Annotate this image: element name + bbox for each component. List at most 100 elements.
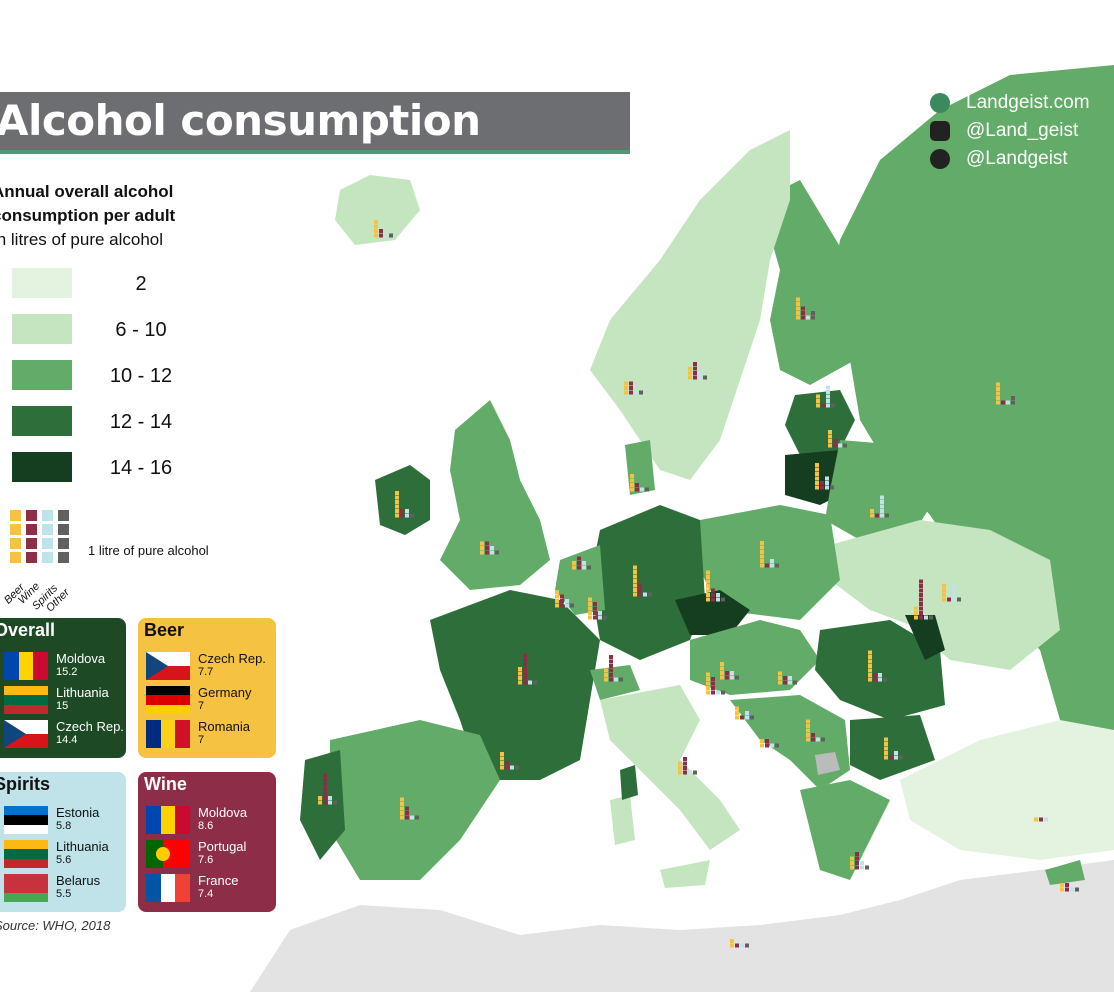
country-glyph-square — [843, 443, 847, 448]
country-glyph-square — [577, 565, 581, 570]
legend-label-3: 10 - 12 — [109, 365, 173, 387]
country-glyph-square — [711, 690, 715, 695]
country-glyph-square — [633, 588, 637, 592]
country-glyph-square — [924, 615, 928, 620]
country-glyph-square — [778, 671, 782, 676]
website-line[interactable]: Landgeist.com — [930, 92, 1090, 114]
country-glyph-square — [639, 390, 643, 395]
country-glyph-square — [996, 382, 1000, 387]
country-glyph-square — [730, 675, 734, 680]
cyprus-region — [1045, 860, 1085, 885]
country-glyph-square — [711, 593, 715, 597]
country-glyph-square — [703, 375, 707, 380]
country-glyph-square — [868, 673, 872, 677]
country-glyph-square — [593, 615, 597, 620]
spirits-box-row: Lithuania 5.6 — [4, 839, 134, 872]
country-glyph-square — [765, 743, 769, 748]
country-glyph-square — [523, 676, 527, 680]
country-glyph-square — [485, 550, 489, 555]
country-glyph-square — [505, 765, 509, 770]
lithuania-flag-icon — [4, 840, 48, 868]
country-glyph-square — [833, 443, 837, 448]
country-glyph-square — [683, 766, 687, 770]
country-glyph-square — [630, 474, 634, 478]
country-glyph-square — [609, 677, 613, 682]
country-glyph-square — [485, 541, 489, 546]
wine-box-country: France — [198, 873, 239, 888]
country-glyph-square — [640, 487, 644, 492]
country-glyph-square — [815, 476, 819, 481]
country-glyph-square — [735, 711, 739, 715]
country-glyph-square — [1070, 887, 1074, 892]
country-glyph-square — [826, 403, 830, 408]
country-glyph-square — [796, 302, 800, 306]
country-glyph-square — [588, 597, 592, 602]
country-glyph-square — [947, 597, 951, 602]
country-glyph-square — [806, 733, 810, 737]
country-glyph-square — [914, 615, 918, 620]
country-glyph-square — [730, 671, 734, 675]
country-glyph-square — [942, 597, 946, 602]
country-glyph-square — [593, 602, 597, 606]
country-glyph-square — [831, 403, 835, 408]
country-glyph-square — [374, 229, 378, 233]
legend-glyph-square — [10, 524, 21, 535]
overall-box-title: Overall — [0, 620, 56, 640]
country-glyph-square — [850, 865, 854, 870]
twitter-line[interactable]: @Landgeist — [930, 148, 1068, 170]
country-glyph-square — [323, 787, 327, 791]
legend-swatch-1 — [12, 268, 72, 298]
country-glyph-square — [870, 513, 874, 518]
country-bar-glyphs — [318, 220, 1079, 948]
czechia-region — [675, 590, 750, 635]
country-glyph-square — [868, 655, 872, 659]
country-glyph-square — [775, 563, 779, 568]
spirits-box-country: Estonia — [56, 805, 100, 820]
country-glyph-square — [942, 588, 946, 593]
country-glyph-square — [815, 472, 819, 476]
country-glyph-square — [830, 485, 834, 490]
country-glyph-square — [730, 943, 734, 948]
country-glyph-square — [395, 500, 399, 504]
legend-label-1: 2 — [135, 273, 147, 295]
country-glyph-square — [880, 500, 884, 504]
country-glyph-square — [523, 658, 527, 662]
country-glyph-square — [706, 579, 710, 584]
country-glyph-square — [706, 593, 710, 597]
country-glyph-square — [400, 815, 404, 820]
country-glyph-square — [598, 615, 602, 620]
country-glyph-square — [609, 673, 613, 677]
country-glyph-square — [760, 739, 764, 743]
country-glyph-square — [630, 487, 634, 492]
beer-box-value: 7 — [198, 734, 205, 746]
country-glyph-square — [572, 561, 576, 565]
instagram-line[interactable]: @Land_geist — [930, 120, 1078, 142]
country-glyph-square — [533, 680, 537, 685]
country-glyph-square — [884, 737, 888, 742]
country-glyph-square — [323, 800, 327, 805]
country-glyph-square — [633, 565, 637, 570]
country-glyph-square — [1060, 883, 1064, 887]
country-glyph-square — [633, 574, 637, 579]
country-glyph-square — [374, 220, 378, 224]
country-glyph-square — [820, 481, 824, 485]
country-glyph-square — [678, 770, 682, 775]
legend-glyph-square — [26, 552, 37, 563]
country-glyph-square — [770, 743, 774, 748]
instagram-handle: @Land_geist — [966, 120, 1079, 141]
country-glyph-square — [868, 668, 872, 673]
country-glyph-square — [778, 680, 782, 685]
country-glyph-square — [760, 563, 764, 568]
beer-box-row: Czech Rep. 7.7 — [146, 651, 276, 684]
country-glyph-square — [619, 677, 623, 682]
country-glyph-square — [588, 615, 592, 620]
country-glyph-square — [555, 599, 559, 603]
country-glyph-square — [400, 513, 404, 518]
country-glyph-square — [698, 371, 702, 375]
country-glyph-square — [868, 650, 872, 655]
country-glyph-square — [688, 770, 692, 775]
country-glyph-square — [816, 403, 820, 408]
country-glyph-square — [957, 597, 961, 602]
legend-heading-line-2: consumption per adult — [0, 206, 176, 225]
country-glyph-square — [735, 715, 739, 720]
